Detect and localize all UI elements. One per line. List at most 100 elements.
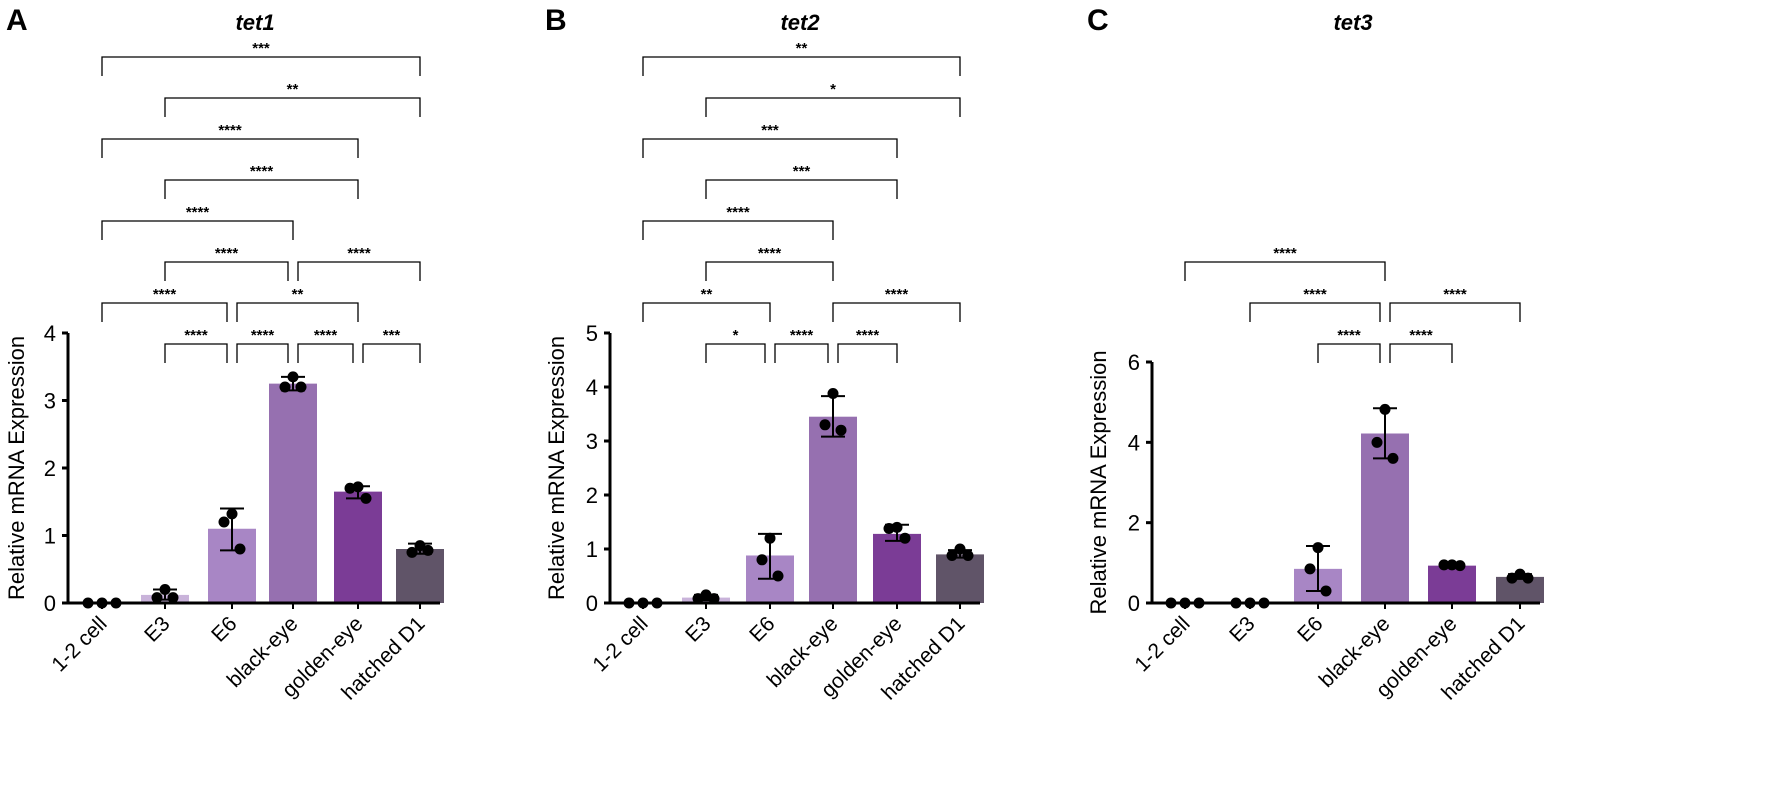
significance-bracket <box>101 138 359 158</box>
y-tick-label: 0 <box>1128 591 1140 616</box>
data-point <box>226 508 238 520</box>
significance-label: ** <box>701 286 713 303</box>
significance-label: **** <box>726 204 750 221</box>
data-point <box>772 570 784 582</box>
data-point <box>422 544 434 556</box>
significance-bracket <box>101 56 421 76</box>
significance-bracket <box>1184 261 1386 281</box>
significance-bracket <box>705 343 766 363</box>
chart-title: tet2 <box>780 10 820 35</box>
significance-bracket <box>642 138 898 158</box>
y-tick-label: 3 <box>44 389 56 414</box>
data-point <box>946 549 958 561</box>
significance-label: **** <box>1443 286 1467 303</box>
significance-bracket <box>642 302 771 322</box>
x-tick-label: 1-2 cell <box>47 612 111 676</box>
x-tick-label: E3 <box>140 612 174 646</box>
significance-bracket <box>297 261 421 281</box>
panel-letter: B <box>545 4 567 37</box>
y-axis-label: Relative mRNA Expression <box>1086 350 1111 614</box>
data-point <box>899 532 911 544</box>
significance-label: **** <box>856 327 880 344</box>
significance-label: **** <box>251 327 275 344</box>
significance-label: ** <box>292 286 304 303</box>
bar-black-eye <box>1361 433 1409 603</box>
data-point <box>708 593 720 605</box>
y-tick-label: 2 <box>1128 511 1140 536</box>
significance-bracket <box>1249 302 1381 322</box>
data-point <box>218 516 230 528</box>
significance-bracket <box>101 220 294 240</box>
y-tick-label: 1 <box>586 537 598 562</box>
data-point <box>279 381 291 393</box>
significance-bracket <box>705 179 898 199</box>
y-tick-label: 1 <box>44 524 56 549</box>
data-point <box>234 543 246 555</box>
x-tick-label: E3 <box>1225 612 1259 646</box>
significance-label: **** <box>314 327 338 344</box>
bar-hatched-D1 <box>936 554 984 603</box>
significance-label: ** <box>796 40 808 57</box>
data-point <box>167 592 179 604</box>
y-tick-label: 4 <box>1128 430 1140 455</box>
y-tick-label: 0 <box>44 591 56 616</box>
significance-bracket <box>832 302 961 322</box>
y-tick-label: 2 <box>44 456 56 481</box>
panel-letter: A <box>6 4 28 37</box>
significance-label: **** <box>347 245 371 262</box>
data-point <box>1312 542 1324 554</box>
significance-bracket <box>164 97 421 117</box>
significance-label: *** <box>761 122 779 139</box>
significance-label: * <box>830 81 836 98</box>
y-tick-label: 6 <box>1128 350 1140 375</box>
significance-label: **** <box>1409 327 1433 344</box>
significance-label: ** <box>287 81 299 98</box>
data-point <box>1454 560 1466 572</box>
significance-label: * <box>733 327 739 344</box>
data-point <box>406 546 418 558</box>
significance-label: **** <box>758 245 782 262</box>
data-point <box>1446 559 1458 571</box>
data-point <box>295 381 307 393</box>
significance-bracket <box>101 302 228 322</box>
data-point <box>414 540 426 552</box>
significance-label: **** <box>186 204 210 221</box>
significance-bracket <box>164 179 359 199</box>
data-point <box>954 543 966 555</box>
significance-label: **** <box>250 163 274 180</box>
data-point <box>1387 452 1399 464</box>
significance-label: *** <box>793 163 811 180</box>
significance-bracket <box>236 302 359 322</box>
data-point <box>1304 563 1316 575</box>
significance-label: **** <box>1303 286 1327 303</box>
data-point <box>1379 403 1391 415</box>
bar-black-eye <box>809 416 857 603</box>
x-tick-label: E6 <box>1293 612 1327 646</box>
significance-bracket <box>362 343 421 363</box>
significance-bracket <box>1317 343 1381 363</box>
significance-bracket <box>642 56 961 76</box>
significance-bracket <box>837 343 898 363</box>
data-point <box>360 492 372 504</box>
data-point <box>1506 572 1518 584</box>
data-point <box>159 584 171 595</box>
data-point <box>692 593 704 605</box>
x-tick-label: E6 <box>745 612 779 646</box>
data-point <box>835 424 847 436</box>
chart-title: tet3 <box>1333 10 1372 35</box>
significance-label: *** <box>252 40 270 57</box>
data-point <box>1522 572 1534 584</box>
significance-label: *** <box>383 327 401 344</box>
y-tick-label: 0 <box>586 591 598 616</box>
x-tick-label: 1-2 cell <box>588 612 652 676</box>
data-point <box>756 554 768 566</box>
data-point <box>827 387 839 399</box>
significance-bracket <box>164 343 228 363</box>
significance-bracket <box>297 343 354 363</box>
bar-golden-eye <box>1428 565 1476 603</box>
significance-bracket <box>774 343 829 363</box>
significance-label: **** <box>790 327 814 344</box>
data-point <box>1320 585 1332 597</box>
